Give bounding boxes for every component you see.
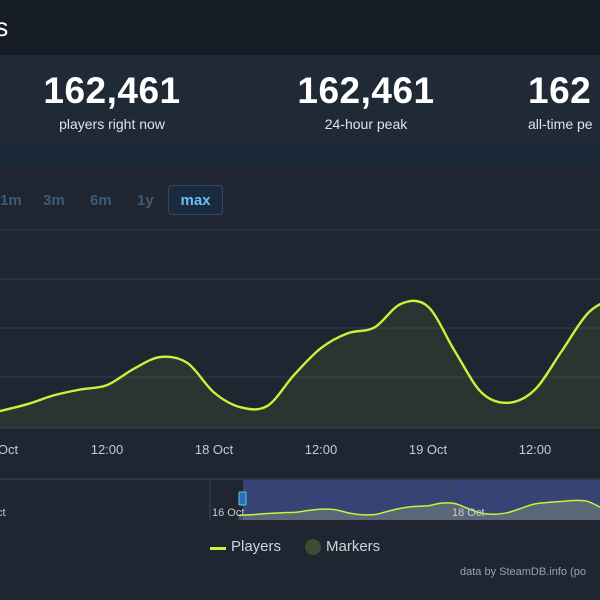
navigator-label: ct xyxy=(0,507,6,519)
legend-label: Players xyxy=(231,538,282,555)
legend-item-players[interactable]: Players xyxy=(210,538,281,555)
legend-item-markers[interactable]: Markers xyxy=(305,538,380,555)
x-tick-label: 12:00 xyxy=(305,442,338,457)
navigator-series-line xyxy=(238,499,600,517)
stat-24h-peak: 162,461 24-hour peak xyxy=(297,69,434,132)
x-tick-label: 12:00 xyxy=(519,442,552,457)
x-tick-label: Oct xyxy=(0,442,18,457)
players-line-icon xyxy=(210,547,226,550)
stat-all-time-peak: 162 all-time pe xyxy=(528,69,600,132)
range-max-button[interactable]: max xyxy=(168,185,223,215)
x-tick-label: 18 Oct xyxy=(195,442,234,457)
players-area xyxy=(0,300,600,428)
range-1m-button[interactable]: 1m xyxy=(0,192,22,209)
range-1y-button[interactable]: 1y xyxy=(137,192,154,209)
stat-label: 24-hour peak xyxy=(324,116,408,132)
stat-value: 162 xyxy=(528,70,592,111)
marker-dot-icon xyxy=(305,539,321,555)
stat-value: 162,461 xyxy=(297,70,435,111)
stat-players-now: 162,461 players right now xyxy=(43,69,180,132)
range-6m-button[interactable]: 6m xyxy=(90,192,112,209)
page-header: ts xyxy=(0,0,600,55)
navigator-selection xyxy=(243,480,600,520)
x-tick-label: 12:00 xyxy=(91,442,124,457)
navigator-handle xyxy=(238,491,247,506)
legend-label: Markers xyxy=(326,538,381,555)
data-credit: data by SteamDB.info (po xyxy=(460,566,586,578)
stat-label: all-time pe xyxy=(528,116,593,132)
x-tick-label: 19 Oct xyxy=(409,442,448,457)
range-3m-button[interactable]: 3m xyxy=(43,192,65,209)
navigator-area xyxy=(238,500,600,520)
stat-value: 162,461 xyxy=(43,70,181,111)
stat-label: players right now xyxy=(59,116,165,132)
chart-panel xyxy=(0,165,600,600)
navigator-label: 18 Oct xyxy=(452,507,484,519)
navigator-label: 16 Oct xyxy=(212,507,244,519)
players-series-line xyxy=(0,299,600,413)
stats-bar: 162,461 players right now 162,461 24-hou… xyxy=(0,55,600,147)
page-title: ts xyxy=(0,12,9,42)
